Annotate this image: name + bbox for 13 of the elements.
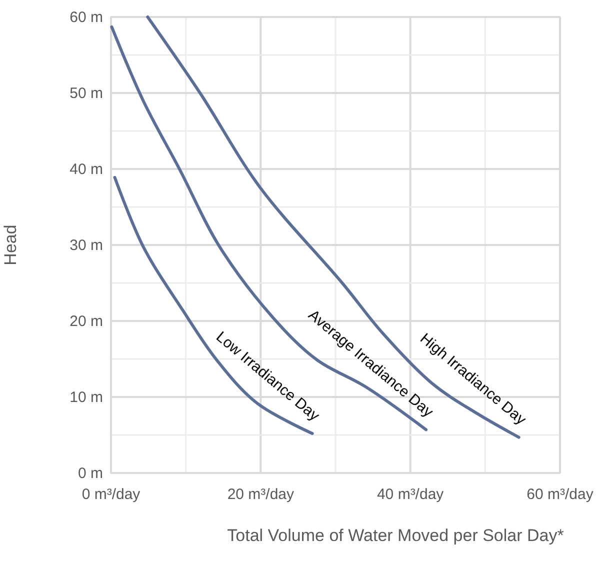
x-tick-label: 0 m³/day — [82, 486, 141, 503]
y-axis-title: Head — [1, 224, 20, 266]
y-tick-label: 40 m — [70, 161, 103, 178]
y-tick-label: 0 m — [78, 465, 103, 482]
x-tick-label: 20 m³/day — [227, 486, 295, 503]
x-tick-label: 40 m³/day — [376, 486, 444, 503]
y-tick-label: 50 m — [70, 85, 103, 102]
x-tick-label: 60 m³/day — [526, 486, 594, 503]
x-axis-title: Total Volume of Water Moved per Solar Day* — [227, 526, 564, 545]
y-tick-label: 20 m — [70, 313, 103, 330]
y-tick-label: 30 m — [70, 237, 103, 254]
y-tick-label: 10 m — [70, 389, 103, 406]
y-tick-label: 60 m — [70, 9, 103, 26]
